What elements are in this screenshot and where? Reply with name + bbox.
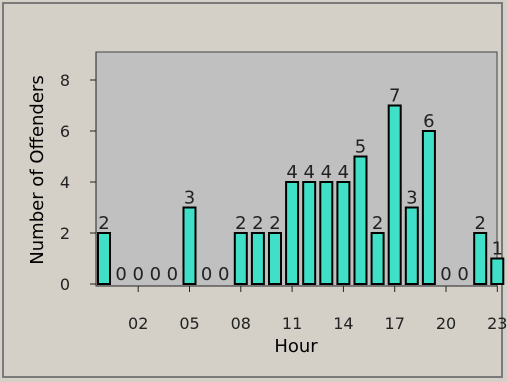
y-tick-label: 6: [60, 122, 70, 141]
data-label: 4: [286, 162, 297, 183]
bars: [97, 104, 505, 285]
data-label: 5: [355, 137, 366, 158]
data-label: 4: [321, 162, 332, 183]
x-tick-label: 20: [436, 314, 456, 333]
data-label: 3: [184, 188, 195, 209]
bar: [387, 104, 402, 285]
bar: [421, 130, 436, 285]
bar: [268, 232, 282, 285]
data-label: 7: [389, 86, 400, 107]
y-tick-label: 4: [60, 173, 70, 192]
bar: [182, 206, 197, 285]
x-tick-label: 02: [128, 314, 148, 333]
y-tick-label: 2: [60, 224, 70, 243]
bar: [473, 232, 488, 285]
bar: [233, 232, 248, 285]
data-label: 3: [406, 188, 417, 209]
y-tick-label: 0: [60, 275, 70, 294]
x-tick-label: 17: [385, 314, 405, 333]
bar: [490, 257, 505, 285]
data-label: 0: [218, 264, 229, 285]
data-label: 0: [201, 264, 212, 285]
bar: [336, 181, 351, 285]
y-axis: 0 2 4 6 8: [60, 52, 97, 294]
bar: [404, 206, 419, 285]
data-label: 2: [98, 213, 109, 234]
bar: [250, 232, 265, 285]
bar: [353, 155, 368, 285]
x-tick-label: 08: [231, 314, 251, 333]
data-label: 0: [115, 264, 126, 285]
y-tick-label: 8: [60, 71, 70, 90]
data-label: 2: [372, 213, 383, 234]
data-label: 2: [235, 213, 246, 234]
x-tick-label: 23: [487, 314, 507, 333]
x-tick-label: 05: [179, 314, 199, 333]
data-label: 0: [457, 264, 468, 285]
data-label: 1: [492, 239, 503, 260]
data-label: 0: [167, 264, 178, 285]
bar: [285, 181, 300, 285]
bar: [302, 181, 317, 285]
bar: [319, 181, 334, 285]
data-label: 0: [440, 264, 451, 285]
x-axis: 02 05 08 11 14 17 20 23: [96, 285, 507, 333]
bar: [370, 232, 385, 285]
data-label: 0: [132, 264, 143, 285]
data-label: 6: [423, 111, 434, 132]
x-tick-label: 11: [282, 314, 302, 333]
data-label: 2: [474, 213, 485, 234]
data-label: 4: [303, 162, 314, 183]
y-axis-title: Number of Offenders: [27, 75, 48, 264]
data-label: 0: [150, 264, 161, 285]
x-tick-label: 14: [333, 314, 353, 333]
data-label: 2: [269, 213, 280, 234]
x-axis-title: Hour: [274, 336, 318, 357]
data-label: 2: [252, 213, 263, 234]
bar: [97, 232, 111, 285]
data-label: 4: [338, 162, 349, 183]
